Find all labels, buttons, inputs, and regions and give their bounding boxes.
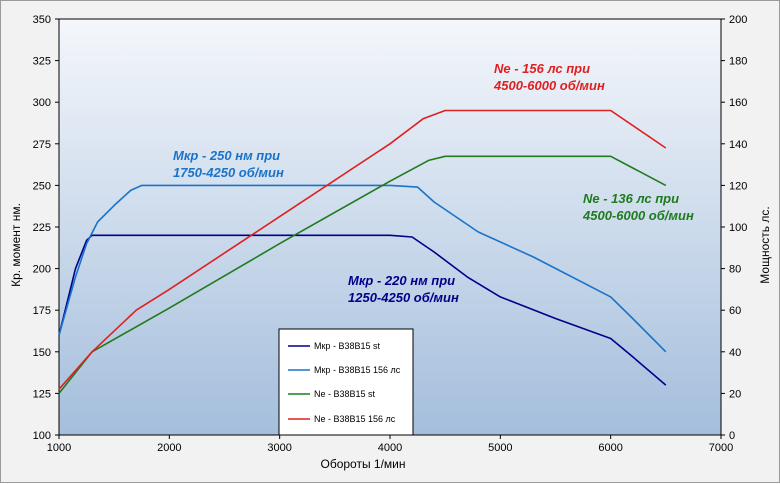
x-tick-label: 7000: [709, 442, 733, 454]
y-right-tick-label: 20: [729, 388, 741, 400]
annotation-power-156: Ne - 156 лс при 4500-6000 об/мин: [493, 61, 605, 93]
y-right-tick-label: 40: [729, 347, 741, 359]
svg-text:Ne - 136 лс при: Ne - 136 лс при: [583, 191, 679, 206]
y-left-tick-label: 175: [33, 305, 51, 317]
x-tick-label: 4000: [378, 442, 402, 454]
legend-label: Мкр - B38B15 st: [314, 341, 380, 351]
legend-label: Мкр - B38B15 156 лс: [314, 365, 401, 375]
series-line-3: [58, 155, 667, 394]
y-left-tick-label: 100: [33, 430, 51, 442]
y-axis-left-title: Кр. момент нм.: [9, 203, 23, 287]
y-left-tick-label: 250: [33, 180, 51, 192]
y-right-tick-label: 200: [729, 14, 747, 26]
legend-label: Ne - B38B15 st: [314, 389, 376, 399]
series-line-4: [58, 109, 667, 390]
x-axis-title: Обороты 1/мин: [320, 457, 405, 471]
y-left-tick-label: 350: [33, 14, 51, 26]
y-left-tick-label: 300: [33, 97, 51, 109]
annotation-torque-st: Мкр - 220 нм при 1250-4250 об/мин: [348, 273, 459, 305]
y-left-tick-label: 325: [33, 56, 51, 68]
x-tick-label: 1000: [47, 442, 71, 454]
svg-text:1750-4250 об/мин: 1750-4250 об/мин: [173, 165, 284, 180]
x-tick-label: 2000: [157, 442, 181, 454]
y-right-tick-label: 0: [729, 430, 735, 442]
annotation-power-st: Ne - 136 лс при 4500-6000 об/мин: [582, 191, 694, 223]
svg-text:Ne - 156 лс при: Ne - 156 лс при: [494, 61, 590, 76]
y-right-tick-label: 140: [729, 139, 747, 151]
y-left-tick-label: 225: [33, 222, 51, 234]
y-axis-right-title: Мощность лс.: [758, 206, 772, 283]
legend-label: Ne - B38B15 156 лс: [314, 414, 396, 424]
y-right-tick-label: 180: [729, 56, 747, 68]
y-left-tick-label: 150: [33, 347, 51, 359]
svg-text:1250-4250 об/мин: 1250-4250 об/мин: [348, 290, 459, 305]
svg-text:Мкр - 250 нм при: Мкр - 250 нм при: [173, 148, 280, 163]
x-tick-label: 5000: [488, 442, 512, 454]
x-axis: 1000 2000 3000 4000 5000 6000 7000: [47, 435, 733, 454]
series-line-2: [58, 184, 667, 353]
series-lines: [58, 109, 667, 394]
y-left-tick-label: 200: [33, 264, 51, 276]
y-right-tick-label: 100: [729, 222, 747, 234]
legend: Мкр - B38B15 st Мкр - B38B15 156 лс Ne - B…: [278, 328, 414, 436]
annotation-torque-156: Мкр - 250 нм при 1750-4250 об/мин: [173, 148, 284, 180]
y-right-tick-label: 60: [729, 305, 741, 317]
y-left-tick-label: 125: [33, 388, 51, 400]
y-axis-left: 100 125 150 175 200 225 250 275 300 325 350: [33, 14, 59, 442]
svg-text:4500-6000 об/мин: 4500-6000 об/мин: [493, 78, 605, 93]
y-right-tick-label: 120: [729, 180, 747, 192]
x-tick-label: 3000: [267, 442, 291, 454]
x-tick-label: 6000: [598, 442, 622, 454]
y-axis-right: 0 20 40 60 80 100 120 140 160 180 200: [721, 14, 747, 442]
y-left-tick-label: 275: [33, 139, 51, 151]
y-right-tick-label: 80: [729, 264, 741, 276]
y-right-tick-label: 160: [729, 97, 747, 109]
svg-text:4500-6000 об/мин: 4500-6000 об/мин: [582, 208, 694, 223]
svg-text:Мкр - 220 нм при: Мкр - 220 нм при: [348, 273, 455, 288]
